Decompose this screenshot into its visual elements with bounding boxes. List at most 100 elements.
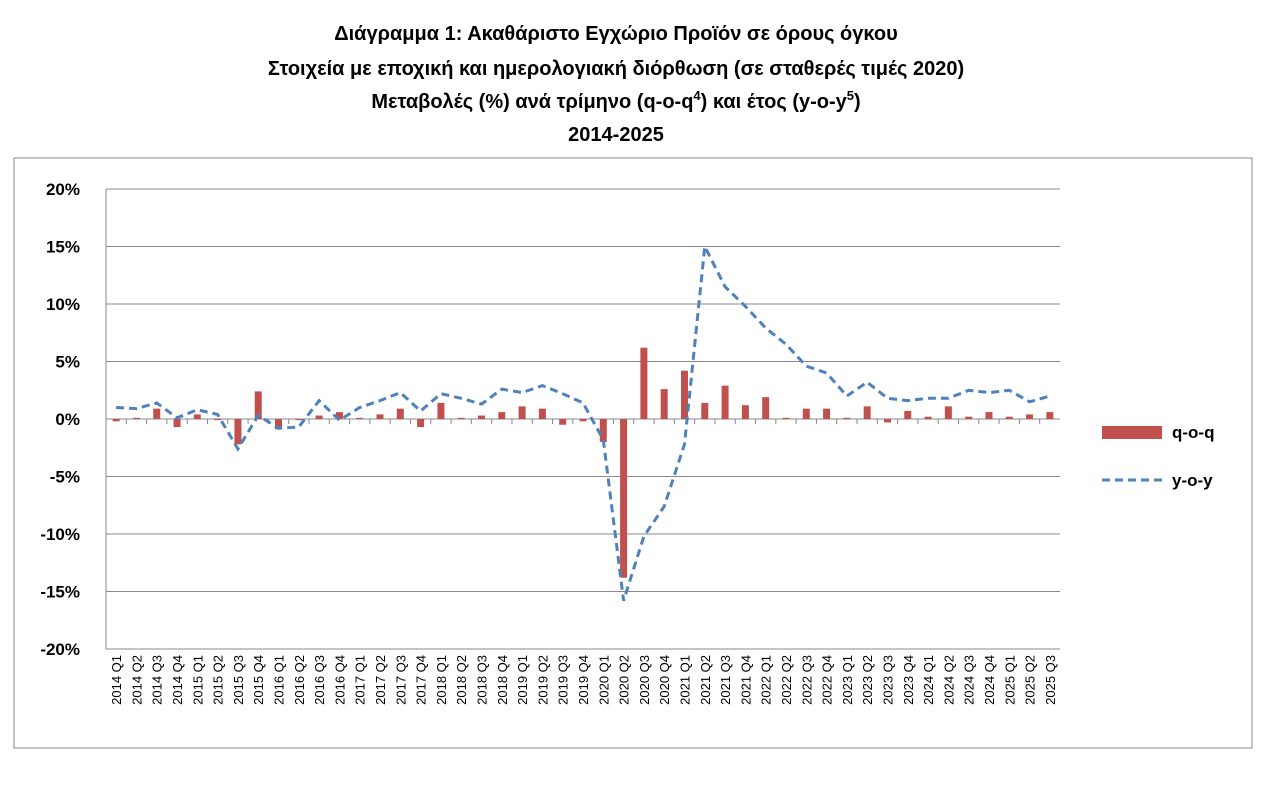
x-tick-label: 2024 Q2 (941, 655, 956, 705)
bar (1026, 414, 1034, 419)
y-tick-label: 20% (46, 180, 80, 199)
x-tick-label: 2015 Q2 (211, 655, 226, 705)
x-tick-label: 2020 Q4 (657, 655, 672, 705)
bar (335, 412, 343, 419)
x-tick-label: 2018 Q2 (454, 655, 469, 705)
x-tick-label: 2024 Q4 (982, 655, 997, 705)
x-tick-label: 2020 Q3 (637, 655, 652, 705)
x-tick-label: 2015 Q3 (231, 655, 246, 705)
y-tick-label: 0% (55, 410, 80, 429)
x-tick-label: 2015 Q4 (251, 655, 266, 705)
bar (498, 412, 506, 419)
x-tick-label: 2016 Q4 (332, 655, 347, 705)
chart-title: Διάγραμμα 1: Ακαθάριστο Εγχώριο Προϊόν σ… (334, 23, 898, 45)
bar (112, 419, 120, 422)
bar (599, 419, 607, 442)
x-tick-label: 2023 Q3 (880, 655, 895, 705)
subtitle-part: ) (854, 91, 861, 113)
chart-border (13, 157, 1253, 749)
x-tick-label: 2014 Q1 (109, 655, 124, 705)
subtitle-part: ) και έτος (y-o-y (701, 91, 848, 113)
x-tick-label: 2017 Q1 (353, 655, 368, 705)
bar (579, 419, 587, 422)
bar (802, 408, 810, 419)
x-tick-label: 2021 Q2 (698, 655, 713, 705)
bar (680, 370, 688, 419)
x-tick-label: 2023 Q1 (840, 655, 855, 705)
chart-subtitle: Στοιχεία με εποχική και ημερολογιακή διό… (268, 58, 964, 80)
x-tick-label: 2023 Q4 (901, 655, 916, 705)
x-tick-label: 2016 Q2 (292, 655, 307, 705)
bar (254, 391, 262, 419)
bar (1005, 416, 1013, 419)
bar (457, 417, 465, 419)
bar (863, 406, 871, 419)
subtitle-part: Μεταβολές (%) ανά τρίμηνο (q-o-q (371, 91, 693, 113)
x-tick-label: 2020 Q2 (617, 655, 632, 705)
bar (315, 415, 323, 419)
x-tick-label: 2014 Q3 (150, 655, 165, 705)
superscript: 4 (693, 88, 701, 103)
x-tick-label: 2021 Q1 (677, 655, 692, 705)
x-tick-label: 2018 Q4 (495, 655, 510, 705)
bar (417, 419, 425, 428)
bar (437, 402, 445, 419)
x-tick-label: 2021 Q4 (738, 655, 753, 705)
x-tick-label: 2025 Q1 (1002, 655, 1017, 705)
bar (620, 419, 628, 578)
bar (376, 414, 384, 419)
bar (275, 419, 283, 430)
legend-label: q-o-q (1172, 423, 1214, 442)
bar (193, 414, 201, 419)
x-tick-label: 2017 Q3 (393, 655, 408, 705)
y-tick-label: -5% (50, 468, 80, 487)
bar (823, 408, 831, 419)
x-tick-label: 2024 Q1 (921, 655, 936, 705)
bar (478, 415, 486, 419)
x-tick-label: 2022 Q2 (779, 655, 794, 705)
y-tick-label: -20% (40, 640, 80, 659)
x-tick-label: 2021 Q3 (718, 655, 733, 705)
legend-label: y-o-y (1172, 471, 1213, 490)
bar (762, 397, 770, 419)
bar (518, 406, 526, 419)
x-tick-label: 2022 Q3 (799, 655, 814, 705)
x-tick-label: 2019 Q2 (535, 655, 550, 705)
bar (356, 417, 364, 419)
bar (782, 417, 790, 419)
x-tick-label: 2025 Q2 (1023, 655, 1038, 705)
x-tick-label: 2014 Q4 (170, 655, 185, 705)
x-tick-label: 2018 Q3 (475, 655, 490, 705)
bar (295, 419, 303, 421)
bar (538, 408, 546, 419)
bar (985, 412, 993, 419)
bar (153, 408, 161, 419)
y-tick-label: -10% (40, 525, 80, 544)
x-tick-label: 2017 Q2 (373, 655, 388, 705)
x-tick-label: 2016 Q1 (272, 655, 287, 705)
x-tick-label: 2025 Q3 (1043, 655, 1058, 705)
y-tick-label: 5% (55, 353, 80, 372)
x-tick-label: 2022 Q4 (820, 655, 835, 705)
bar (741, 405, 749, 419)
x-tick-label: 2014 Q2 (129, 655, 144, 705)
x-tick-label: 2019 Q1 (515, 655, 530, 705)
line (116, 241, 1051, 602)
x-tick-label: 2020 Q1 (596, 655, 611, 705)
x-tick-label: 2019 Q4 (576, 655, 591, 705)
x-tick-label: 2015 Q1 (190, 655, 205, 705)
x-tick-label: 2023 Q2 (860, 655, 875, 705)
bar (965, 416, 973, 419)
bar (559, 419, 567, 425)
bar (701, 402, 709, 419)
bar (396, 408, 404, 419)
bar (944, 406, 952, 419)
y-tick-label: -15% (40, 583, 80, 602)
bar (883, 419, 891, 423)
y-tick-label: 10% (46, 295, 80, 314)
bar (234, 419, 242, 445)
x-tick-label: 2017 Q4 (414, 655, 429, 705)
chart-subtitle: Μεταβολές (%) ανά τρίμηνο (q-o-q4) και έ… (371, 88, 860, 113)
bar (132, 417, 140, 419)
